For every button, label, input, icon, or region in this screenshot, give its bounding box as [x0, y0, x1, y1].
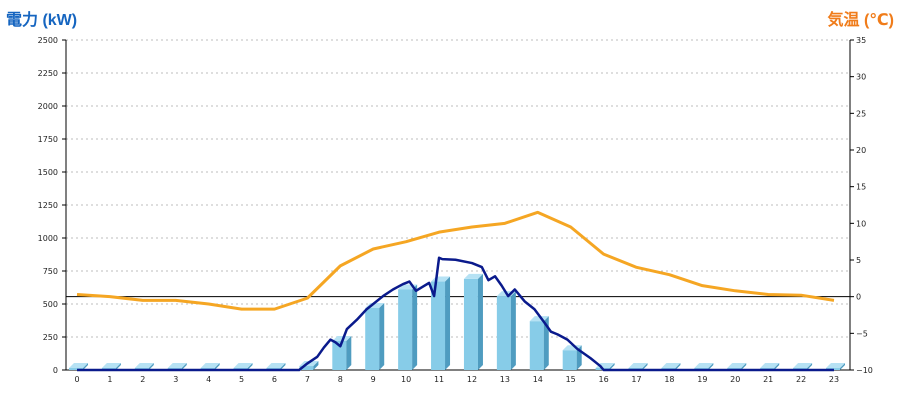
- x-tick-label: 0: [74, 375, 79, 384]
- right-tick-label: 5: [856, 256, 861, 265]
- x-tick-label: 3: [173, 375, 178, 384]
- bar: [496, 291, 516, 370]
- x-tick-label: 15: [566, 375, 576, 384]
- left-tick-label: 2500: [38, 36, 58, 45]
- left-axis-title: 電力 (kW): [6, 12, 78, 29]
- left-tick-label: 1750: [38, 135, 58, 144]
- right-axis-title: 気温 (℃): [827, 12, 894, 29]
- right-tick-label: 30: [856, 73, 866, 82]
- bar: [398, 284, 418, 370]
- bar: [69, 363, 88, 370]
- x-tick-label: 22: [796, 375, 806, 384]
- temperature-line: [76, 210, 835, 311]
- right-tick-label: 35: [856, 36, 866, 45]
- x-tick-label: 6: [272, 375, 277, 384]
- left-tick-label: 750: [43, 267, 58, 276]
- x-tick-label: 5: [239, 375, 244, 384]
- x-tick-label: 16: [599, 375, 609, 384]
- bar: [332, 335, 352, 370]
- x-tick-label: 20: [730, 375, 740, 384]
- x-tick-label: 2: [140, 375, 145, 384]
- left-tick-label: 1500: [38, 168, 58, 177]
- left-tick-label: 1000: [38, 234, 58, 243]
- x-tick-label: 23: [829, 375, 839, 384]
- x-tick-label: 1: [107, 375, 112, 384]
- x-tick-label: 13: [500, 375, 510, 384]
- x-tick-label: 7: [305, 375, 310, 384]
- x-tick-label: 4: [206, 375, 211, 384]
- x-tick-label: 18: [664, 375, 674, 384]
- bar: [431, 276, 451, 370]
- right-tick-label: 25: [856, 109, 866, 118]
- x-tick-label: 19: [697, 375, 707, 384]
- x-tick-label: 11: [434, 375, 444, 384]
- left-tick-label: 250: [43, 333, 58, 342]
- x-tick-label: 10: [401, 375, 411, 384]
- left-tick-label: 500: [43, 300, 58, 309]
- right-tick-label: 20: [856, 146, 866, 155]
- right-tick-label: 0: [856, 293, 861, 302]
- right-tick-label: 15: [856, 183, 866, 192]
- bar: [463, 273, 483, 370]
- left-tick-label: 2000: [38, 102, 58, 111]
- right-tick-label: −10: [856, 366, 873, 375]
- x-tick-label: 21: [763, 375, 773, 384]
- x-tick-label: 12: [467, 375, 477, 384]
- left-tick-label: 0: [53, 366, 58, 375]
- left-tick-label: 2250: [38, 69, 58, 78]
- x-tick-label: 9: [371, 375, 376, 384]
- right-tick-label: 10: [856, 219, 866, 228]
- bar: [529, 316, 549, 370]
- left-tick-label: 1250: [38, 201, 58, 210]
- bar: [365, 302, 385, 370]
- x-tick-label: 17: [631, 375, 641, 384]
- right-tick-label: −5: [856, 329, 868, 338]
- x-tick-label: 8: [338, 375, 343, 384]
- power-line: [77, 256, 834, 372]
- x-tick-label: 14: [533, 375, 543, 384]
